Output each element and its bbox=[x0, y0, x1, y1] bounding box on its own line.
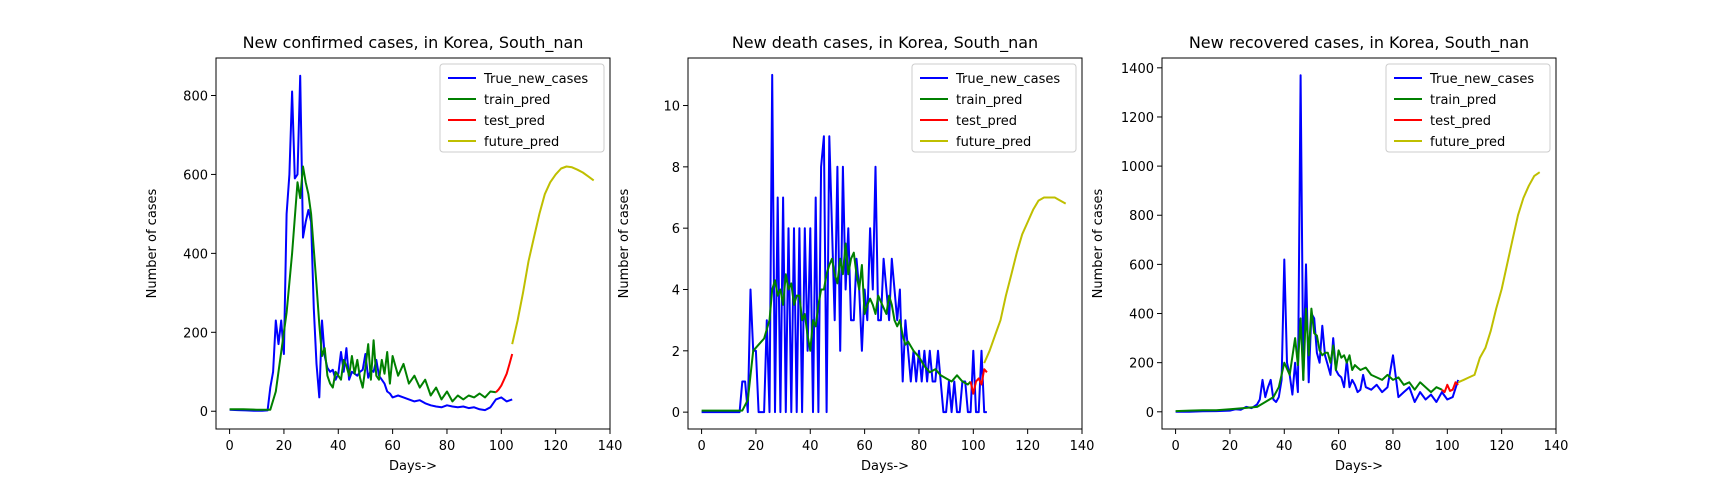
series-line-train-pred bbox=[229, 165, 497, 411]
series-line-test-pred bbox=[969, 368, 988, 395]
legend-box bbox=[911, 63, 1077, 153]
x-axis-label: Days-> bbox=[389, 459, 437, 474]
legend-label-True-new-cases: True_new_cases bbox=[1429, 72, 1534, 87]
x-tick-label: 140 bbox=[598, 439, 623, 454]
y-tick-label: 6 bbox=[672, 222, 680, 237]
y-tick-label: 8 bbox=[672, 161, 680, 176]
legend-box bbox=[1385, 63, 1551, 153]
legend-label-test-pred: test_pred bbox=[1430, 114, 1491, 129]
series-line-future-pred bbox=[511, 165, 595, 345]
legend-box bbox=[439, 63, 605, 153]
x-axis-label: Days-> bbox=[861, 459, 909, 474]
series-line-True-new-cases bbox=[1175, 74, 1460, 413]
x-tick-label: 40 bbox=[330, 439, 347, 454]
x-tick-label: 80 bbox=[911, 439, 928, 454]
series-line-train-pred bbox=[1175, 307, 1443, 413]
y-tick-label: 2 bbox=[672, 345, 680, 360]
legend-label-train-pred: train_pred bbox=[484, 93, 550, 108]
series-line-test-pred bbox=[1441, 381, 1459, 394]
y-axis-label: Number of cases bbox=[145, 188, 160, 298]
y-axis-label: Number of cases bbox=[617, 188, 632, 298]
legend-label-future-pred: future_pred bbox=[1430, 135, 1505, 150]
legend: True_new_cases train_pred test_pred future_… bbox=[1385, 63, 1551, 153]
chart-panel-3: 0 20 40 60 80 100 120 1400200400600800100012001… bbox=[1091, 33, 1568, 474]
legend-label-train-pred: train_pred bbox=[1430, 93, 1496, 108]
x-tick-label: 140 bbox=[1544, 439, 1569, 454]
legend-label-test-pred: test_pred bbox=[484, 114, 545, 129]
y-tick-label: 600 bbox=[183, 168, 208, 183]
x-tick-label: 80 bbox=[439, 439, 456, 454]
y-tick-label: 1000 bbox=[1121, 160, 1154, 175]
y-axis-label: Number of cases bbox=[1091, 188, 1106, 298]
series-line-True-new-cases bbox=[229, 74, 513, 412]
chart-panel-1: 0 20 40 60 80 100 120 140 0 200 400 600 800 New confi… bbox=[145, 33, 622, 474]
x-tick-label: 0 bbox=[225, 439, 233, 454]
y-tick-label: 10 bbox=[663, 100, 680, 115]
x-tick-label: 60 bbox=[856, 439, 873, 454]
x-tick-label: 140 bbox=[1070, 439, 1095, 454]
y-tick-label: 600 bbox=[1129, 258, 1154, 273]
x-tick-label: 100 bbox=[489, 439, 514, 454]
y-tick-label: 1200 bbox=[1121, 111, 1154, 126]
x-tick-label: 120 bbox=[1489, 439, 1514, 454]
x-tick-label: 60 bbox=[384, 439, 401, 454]
x-tick-label: 0 bbox=[1171, 439, 1179, 454]
x-tick-label: 0 bbox=[697, 439, 705, 454]
x-tick-label: 120 bbox=[1015, 439, 1040, 454]
x-tick-label: 60 bbox=[1330, 439, 1347, 454]
legend-label-future-pred: future_pred bbox=[956, 135, 1031, 150]
y-tick-label: 0 bbox=[672, 406, 680, 421]
chart-panel-2: 0 20 40 60 80 100 120 140 0 2 4 6 8 10 New death cases… bbox=[617, 33, 1094, 474]
y-tick-label: 1400 bbox=[1121, 62, 1154, 77]
legend-label-test-pred: test_pred bbox=[956, 114, 1017, 129]
chart-title: New confirmed cases, in Korea, South_nan bbox=[243, 33, 584, 53]
x-tick-label: 120 bbox=[543, 439, 568, 454]
y-tick-label: 400 bbox=[183, 247, 208, 262]
legend-label-True-new-cases: True_new_cases bbox=[483, 72, 588, 87]
y-tick-label: 200 bbox=[1129, 357, 1154, 372]
y-tick-label: 4 bbox=[672, 283, 680, 298]
x-tick-label: 100 bbox=[961, 439, 986, 454]
legend-label-future-pred: future_pred bbox=[484, 135, 559, 150]
series-line-future-pred bbox=[1457, 171, 1541, 384]
y-tick-label: 400 bbox=[1129, 308, 1154, 323]
x-tick-label: 20 bbox=[276, 439, 293, 454]
x-tick-label: 80 bbox=[1385, 439, 1402, 454]
chart-title: New death cases, in Korea, South_nan bbox=[732, 33, 1038, 53]
y-tick-label: 0 bbox=[1146, 406, 1154, 421]
plot-frame bbox=[215, 57, 611, 430]
plot-frame bbox=[687, 57, 1083, 430]
series-line-train-pred bbox=[701, 242, 972, 412]
series-line-future-pred bbox=[983, 196, 1067, 364]
y-tick-label: 800 bbox=[183, 89, 208, 104]
legend: True_new_cases train_pred test_pred future_… bbox=[911, 63, 1077, 153]
legend-label-True-new-cases: True_new_cases bbox=[955, 72, 1060, 87]
series-line-test-pred bbox=[495, 353, 514, 393]
legend: True_new_cases train_pred test_pred future_… bbox=[439, 63, 605, 153]
chart-title: New recovered cases, in Korea, South_nan bbox=[1189, 33, 1529, 53]
y-tick-label: 200 bbox=[183, 326, 208, 341]
x-tick-label: 20 bbox=[1222, 439, 1239, 454]
plot-frame bbox=[1161, 57, 1557, 430]
y-tick-label: 800 bbox=[1129, 209, 1154, 224]
x-axis-label: Days-> bbox=[1335, 459, 1383, 474]
legend-label-train-pred: train_pred bbox=[956, 93, 1022, 108]
x-tick-label: 40 bbox=[1276, 439, 1293, 454]
x-tick-label: 40 bbox=[802, 439, 819, 454]
x-tick-label: 100 bbox=[1435, 439, 1460, 454]
y-tick-label: 0 bbox=[200, 405, 208, 420]
x-tick-label: 20 bbox=[748, 439, 765, 454]
